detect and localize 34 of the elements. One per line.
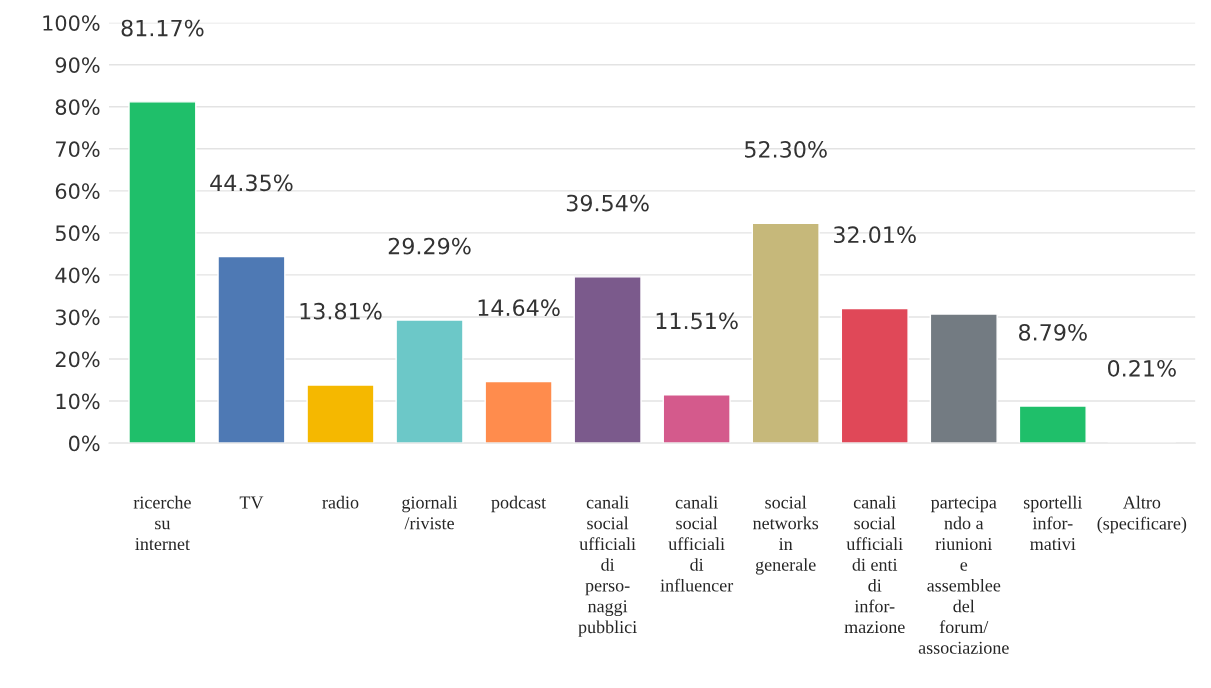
x-tick-label: partecipa ndo a riunioni e assemblee del forum/ associazione (918, 496, 1009, 654)
data-label: 29.29% (388, 237, 471, 255)
y-tick-label: 100% (43, 15, 100, 31)
x-tick-label: TV (239, 496, 264, 509)
y-tick-label: 10% (56, 393, 100, 410)
data-label: 52.30% (745, 140, 827, 158)
y-tick-label: 60% (55, 183, 100, 200)
x-tick-label: sportelli infor- mativi (1023, 495, 1083, 551)
y-tick-label: 20% (55, 351, 100, 368)
y-tick-label: 80% (55, 99, 100, 115)
x-tick-label: canali social ufficiali di perso- naggi pubblici (578, 495, 637, 637)
x-tick-label: social networks in generale (753, 495, 819, 575)
y-tick-label: 70% (56, 141, 100, 158)
x-tick-label: giornali /riviste (402, 495, 458, 530)
x-tick-label: canali social ufficiali di influencer (660, 495, 734, 592)
data-label: 44.35% (210, 174, 293, 192)
x-tick-label: ricerche su internet (133, 495, 191, 551)
x-tick-label: radio (322, 495, 359, 509)
data-label: 11.51% (656, 312, 738, 330)
y-tick-label: 50% (55, 225, 100, 242)
y-tick-label: 40% (55, 267, 100, 284)
data-label: 39.54% (566, 194, 649, 212)
y-tick-label: 30% (55, 309, 100, 326)
data-label: 14.64% (478, 299, 560, 317)
data-label: 32.01% (834, 226, 916, 244)
data-label: 8.79% (1019, 323, 1087, 341)
data-label: 81.17% (121, 19, 204, 37)
x-tick-label: podcast (491, 495, 547, 513)
x-tick-label: canali social ufficiali di enti di infor- mazione (844, 495, 905, 634)
data-label: 13.81% (300, 302, 382, 320)
y-tick-label: 0% (68, 435, 100, 452)
data-label: 0.21% (1108, 359, 1176, 377)
y-tick-label: 90% (55, 57, 100, 73)
x-tick-label: Altro (specificare) (1097, 495, 1187, 534)
